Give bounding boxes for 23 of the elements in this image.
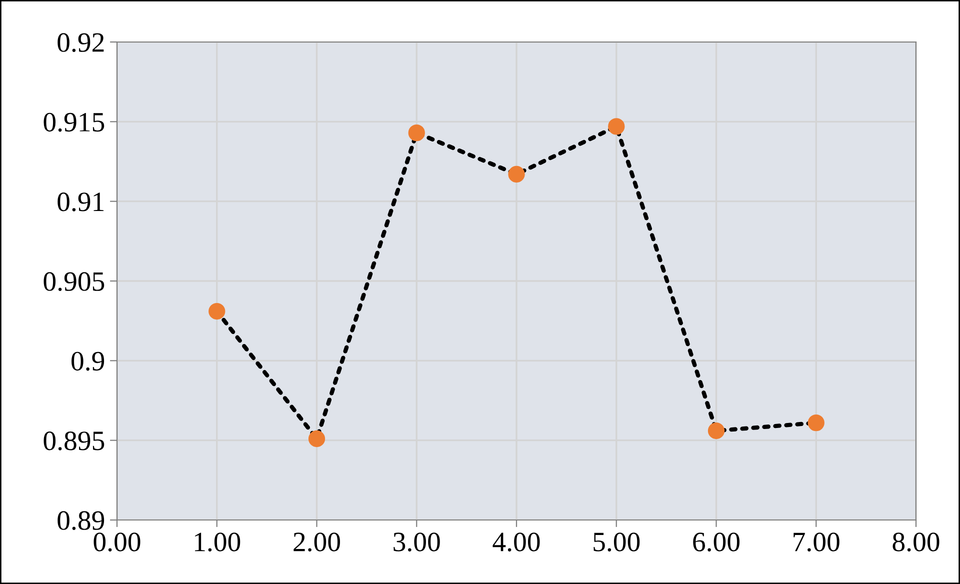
x-tick-label: 6.00 xyxy=(693,532,740,552)
y-tick-label: 0.915 xyxy=(44,112,104,132)
y-tick-label: 0.91 xyxy=(58,192,104,212)
x-tick-label: 4.00 xyxy=(492,532,540,552)
x-tick-label: 7.00 xyxy=(794,532,840,552)
point xyxy=(508,166,525,183)
point xyxy=(308,430,326,448)
y-tick-label: 0.895 xyxy=(44,432,104,450)
x-tick-label: 3.00 xyxy=(394,532,440,552)
y-tick-label: 0.905 xyxy=(44,272,104,292)
y-tick-label: 0.92 xyxy=(58,33,104,52)
x-tick-label: 2.00 xyxy=(294,532,340,552)
x-tick-label: 1.00 xyxy=(195,532,240,552)
x-tick-label: 5.00 xyxy=(594,532,640,552)
y-tick-label: 0.89 xyxy=(58,511,104,530)
point xyxy=(208,302,226,320)
y-tick-label: 0.9 xyxy=(72,352,104,371)
point xyxy=(808,414,824,432)
point xyxy=(708,422,725,440)
point xyxy=(408,124,425,142)
x-tick-label: 8.00 xyxy=(892,532,940,552)
point xyxy=(608,118,625,135)
x-tick-label: 0.00 xyxy=(94,532,140,552)
